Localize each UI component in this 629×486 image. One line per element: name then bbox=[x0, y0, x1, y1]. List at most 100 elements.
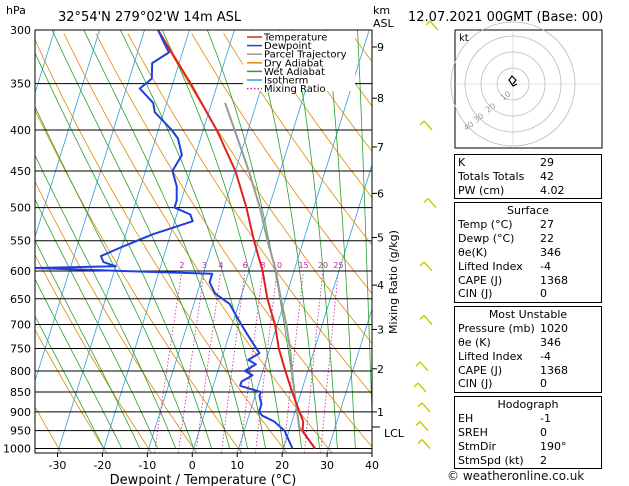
index-value: 346 bbox=[540, 245, 561, 259]
index-label: Temp (°C) bbox=[458, 218, 513, 232]
index-label: Lifted Index bbox=[458, 259, 523, 273]
index-label: CAPE (J) bbox=[458, 363, 503, 377]
mixing-ratio-label: 20 bbox=[318, 261, 328, 270]
dry-adiabat-line bbox=[287, 33, 372, 152]
temperature-tick-label: 40 bbox=[365, 459, 379, 472]
temperature-tick-label: 0 bbox=[189, 459, 196, 472]
pressure-tick-label: 750 bbox=[10, 343, 31, 356]
height-tick-label: 6 bbox=[377, 187, 384, 200]
legend-label: Mixing Ratio bbox=[264, 84, 326, 95]
index-value: 1368 bbox=[540, 273, 568, 287]
dry-adiabat-line bbox=[35, 109, 243, 453]
index-value: 190° bbox=[540, 439, 567, 453]
wind-barb bbox=[423, 315, 433, 325]
pressure-tick-label: 450 bbox=[10, 165, 31, 178]
index-value: 2 bbox=[540, 453, 547, 467]
temperature-tick-label: -10 bbox=[138, 459, 156, 472]
isotherm-line bbox=[191, 30, 325, 453]
index-value: 27 bbox=[540, 218, 554, 232]
temperature-tick-label: 10 bbox=[230, 459, 244, 472]
height-tick-label: 4 bbox=[377, 279, 384, 292]
pressure-tick-label: 900 bbox=[10, 406, 31, 419]
most-unstable-box: Most Unstable Pressure (mb) 1020 θe (K) 34… bbox=[454, 306, 602, 394]
temperature-tick-label: 30 bbox=[320, 459, 334, 472]
hpa-label: hPa bbox=[6, 4, 26, 17]
dry-adiabat-line bbox=[35, 328, 107, 453]
wind-barb bbox=[423, 120, 433, 131]
indices-top-box: K 29 Totals Totals 42 PW (cm) 4.02 bbox=[454, 154, 602, 200]
index-value: 42 bbox=[540, 169, 554, 183]
surface-box: Surface Temp (°C) 27 Dewp (°C) 22 θe(K) 346… bbox=[454, 202, 602, 304]
index-label: CIN (J) bbox=[458, 287, 493, 301]
index-value: 346 bbox=[540, 335, 561, 349]
dry-adiabat-line bbox=[95, 33, 372, 448]
isotherm-line bbox=[0, 30, 10, 453]
index-value: 0 bbox=[540, 425, 547, 439]
copyright-label: © weatheronline.co.uk bbox=[447, 469, 585, 483]
index-label: Totals Totals bbox=[458, 169, 525, 183]
height-tick-label: 1 bbox=[377, 406, 384, 419]
wind-barb bbox=[419, 361, 429, 372]
wind-barb-flag bbox=[417, 402, 423, 408]
height-tick-label: 9 bbox=[377, 41, 384, 54]
wind-barb-flag bbox=[419, 261, 425, 267]
wind-barb bbox=[421, 439, 431, 449]
index-value: 1020 bbox=[540, 322, 568, 336]
legend-label: Temperature bbox=[263, 33, 327, 44]
mixing-ratio-label: 8 bbox=[260, 261, 265, 270]
wind-barb-flag bbox=[423, 198, 429, 204]
mixing-ratio-labels: 2 3 4 6 8 10 15 20 25 bbox=[179, 261, 343, 270]
mixing-ratio-label: 2 bbox=[179, 261, 184, 270]
isotherm-line bbox=[326, 307, 372, 453]
pressure-tick-label: 950 bbox=[10, 425, 31, 438]
pressure-tick-label: 300 bbox=[10, 24, 31, 37]
index-value: 22 bbox=[540, 232, 554, 246]
profiles bbox=[35, 30, 316, 450]
mixing-ratio-line bbox=[320, 272, 339, 453]
wind-barb-flag bbox=[413, 382, 419, 388]
pressure-tick-label: 800 bbox=[10, 365, 31, 378]
dewpoint-line bbox=[35, 30, 294, 449]
index-label: Pressure (mb) bbox=[458, 322, 535, 336]
isotherm-line bbox=[236, 30, 370, 453]
dry-adiabat-line bbox=[35, 39, 288, 453]
temperature-tick-label: 20 bbox=[275, 459, 289, 472]
mixing-ratio-label: 6 bbox=[243, 261, 248, 270]
index-label: θe(K) bbox=[458, 245, 488, 259]
height-tick-label: 7 bbox=[377, 141, 384, 154]
index-label: StmSpd (kt) bbox=[458, 453, 524, 467]
mixing-ratio-line bbox=[154, 272, 182, 453]
dry-adiabat-line bbox=[35, 253, 153, 453]
temperature-line bbox=[157, 30, 316, 450]
index-label: Lifted Index bbox=[458, 349, 523, 363]
pressure-tick-label: 500 bbox=[10, 202, 31, 215]
index-label: K bbox=[458, 156, 466, 169]
most-unstable-title: Most Unstable bbox=[488, 308, 568, 322]
indices-panel: K 29 Totals Totals 42 PW (cm) 4.02 Surface … bbox=[454, 154, 602, 472]
wind-barb-flag bbox=[419, 315, 425, 321]
index-label: SREH bbox=[458, 425, 488, 439]
index-label: Dewp (°C) bbox=[458, 232, 515, 246]
isotherm-line bbox=[146, 30, 280, 453]
dry-adiabat-line bbox=[159, 33, 372, 344]
pressure-tick-label: 850 bbox=[10, 386, 31, 399]
index-value: 0 bbox=[540, 287, 547, 301]
isotherms bbox=[0, 30, 372, 453]
legend-label: Dry Adiabat bbox=[264, 58, 323, 69]
hodograph-trace bbox=[508, 75, 518, 87]
hodograph-indices-box: Hodograph EH -1 SREH 0 StmDir 190° StmSpd (… bbox=[454, 396, 602, 470]
isotherm-line bbox=[35, 30, 100, 239]
mixing-ratio-line bbox=[221, 272, 246, 453]
mixing-ratio-label: 25 bbox=[333, 261, 343, 270]
mixing-ratio-axis-label: Mixing Ratio (g/kg) bbox=[387, 230, 400, 334]
isotherm-line bbox=[102, 30, 235, 453]
index-label: EH bbox=[458, 412, 474, 426]
legend-label: Isotherm bbox=[264, 76, 308, 87]
isotherm-line bbox=[281, 163, 372, 453]
legend-label: Wet Adiabat bbox=[264, 67, 325, 78]
dry-adiabat-line bbox=[191, 33, 372, 295]
dry-adiabat-line bbox=[607, 34, 629, 454]
wind-barbs bbox=[413, 20, 439, 449]
